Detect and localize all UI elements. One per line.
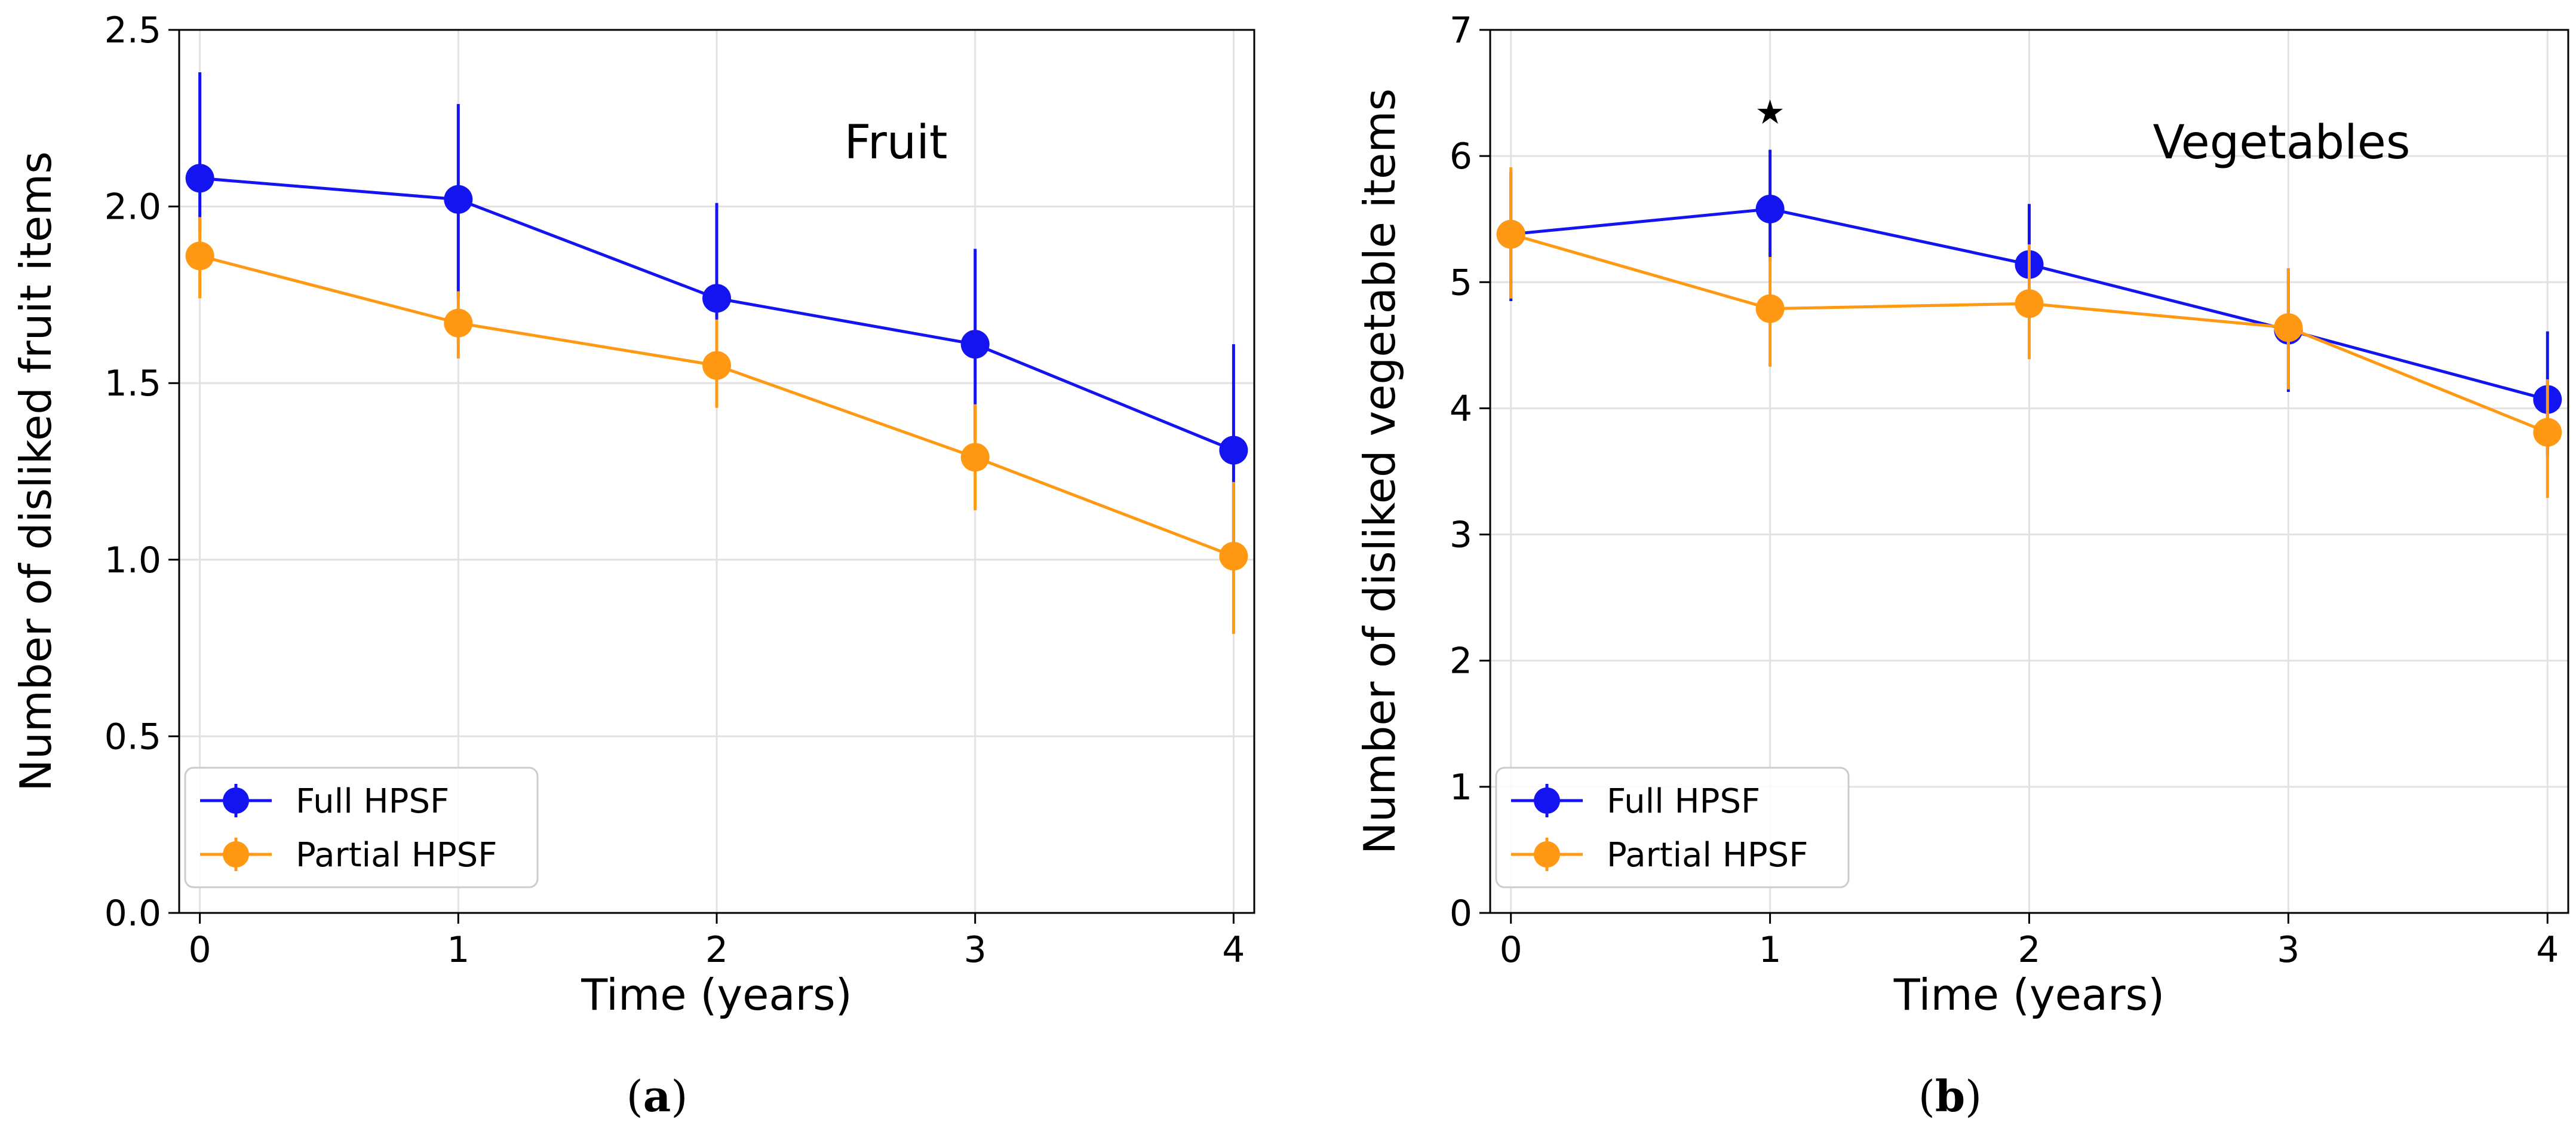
x-tick-label: 0 bbox=[1500, 929, 1522, 971]
y-tick-label: 1.0 bbox=[105, 540, 161, 581]
data-point bbox=[960, 443, 990, 472]
data-point bbox=[702, 284, 731, 313]
data-point bbox=[1219, 436, 1248, 465]
legend-marker bbox=[1534, 841, 1560, 868]
y-tick-label: 3 bbox=[1450, 514, 1472, 556]
panel-b: 0 1 2 3 4 0 1 2 3 4 5 6 7 Time (years) Number of disli… bbox=[1355, 10, 2569, 1121]
y-tick-label: 5 bbox=[1450, 262, 1472, 304]
x-tick-label: 1 bbox=[447, 929, 469, 971]
legend-box bbox=[1495, 767, 1850, 888]
data-point bbox=[444, 185, 473, 214]
legend-label: Partial HPSF bbox=[1607, 836, 1808, 875]
x-tick-label: 3 bbox=[2277, 929, 2299, 971]
y-tick-label: 2.0 bbox=[105, 186, 161, 228]
legend-label: Full HPSF bbox=[1607, 782, 1760, 821]
significance-marker: ★ bbox=[1755, 93, 1785, 132]
x-tick-label: 4 bbox=[2536, 929, 2559, 971]
series-partial-hpsf bbox=[1496, 167, 2562, 498]
data-point bbox=[1496, 220, 1525, 249]
x-tick-label: 4 bbox=[1222, 929, 1245, 971]
data-point bbox=[702, 351, 731, 380]
legend-marker bbox=[1534, 787, 1560, 814]
legend-marker bbox=[223, 787, 249, 814]
series-partial-hpsf bbox=[185, 217, 1248, 634]
data-point bbox=[1755, 194, 1785, 223]
data-point bbox=[1219, 541, 1248, 571]
x-axis-label: Time (years) bbox=[1893, 970, 2164, 1020]
y-tick-label: 2.5 bbox=[105, 10, 161, 51]
x-axis-label: Time (years) bbox=[581, 970, 852, 1020]
data-point bbox=[185, 241, 214, 271]
y-tick-label: 0.0 bbox=[105, 893, 161, 934]
x-tick-label: 0 bbox=[189, 929, 211, 971]
data-point bbox=[185, 164, 214, 193]
data-point bbox=[2015, 289, 2044, 318]
panel-annotation: Vegetables bbox=[2153, 116, 2411, 170]
data-point bbox=[2533, 418, 2562, 447]
legend: Full HPSF Partial HPSF bbox=[1495, 767, 1850, 888]
y-tick-label: 2 bbox=[1450, 640, 1472, 682]
legend: Full HPSF Partial HPSF bbox=[184, 767, 539, 888]
x-tick-label: 2 bbox=[705, 929, 728, 971]
y-tick-label: 0 bbox=[1450, 893, 1472, 934]
data-point bbox=[444, 308, 473, 338]
data-point bbox=[1755, 294, 1785, 323]
y-axis-label: Number of disliked vegetable items bbox=[1355, 88, 1405, 854]
legend-label: Full HPSF bbox=[296, 782, 449, 821]
legend-label: Partial HPSF bbox=[296, 836, 497, 875]
y-tick-label: 1 bbox=[1450, 767, 1472, 808]
y-tick-label: 4 bbox=[1450, 388, 1472, 430]
panel-annotation: Fruit bbox=[845, 116, 948, 170]
y-tick-label: 0.5 bbox=[105, 716, 161, 758]
legend-marker bbox=[223, 841, 249, 868]
data-point bbox=[960, 330, 990, 359]
x-tick-label: 1 bbox=[1759, 929, 1782, 971]
y-tick-label: 1.5 bbox=[105, 363, 161, 404]
x-tick-label: 2 bbox=[2018, 929, 2040, 971]
panel-label: (b) bbox=[1918, 1071, 1982, 1121]
y-tick-label: 7 bbox=[1450, 10, 1472, 51]
x-tick-label: 3 bbox=[964, 929, 987, 971]
panel-a: 0 1 2 3 4 0.0 0.5 1.0 1.5 2.0 2.5 Time (years) Numbe… bbox=[11, 10, 1255, 1121]
data-point bbox=[2274, 313, 2303, 342]
y-tick-label: 6 bbox=[1450, 136, 1472, 177]
panel-label: (a) bbox=[627, 1071, 688, 1121]
legend-box bbox=[184, 767, 539, 888]
y-axis-label: Number of disliked fruit items bbox=[11, 151, 61, 792]
